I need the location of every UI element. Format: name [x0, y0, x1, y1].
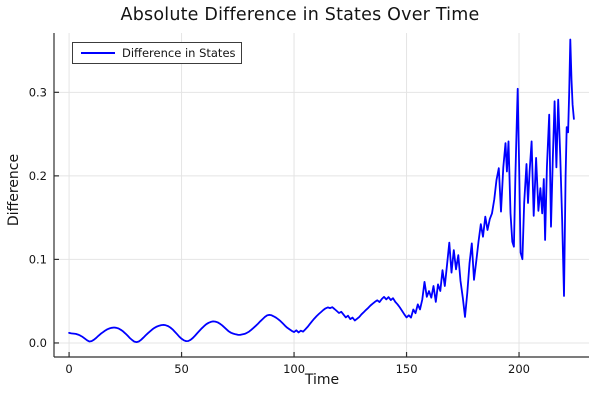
axes-spines — [53, 33, 589, 358]
chart-title: Absolute Difference in States Over Time — [120, 5, 480, 25]
gridlines — [54, 33, 589, 357]
y-tick-label: 0.0 — [29, 336, 47, 350]
y-tick-label: 0.2 — [29, 169, 47, 183]
x-tick-label: 50 — [174, 362, 189, 376]
x-tick-label: 0 — [65, 362, 72, 376]
tick-labels: 0 50 100 150 200 0.0 0.1 0.2 0.3 — [29, 85, 530, 376]
x-tick-label: 200 — [508, 362, 530, 376]
legend-label: Difference in States — [122, 46, 236, 60]
y-axis-label: Difference — [6, 153, 22, 227]
x-tick-label: 100 — [283, 362, 305, 376]
x-tick-label: 150 — [396, 362, 418, 376]
y-tick-label: 0.1 — [29, 252, 47, 266]
tick-marks — [54, 91, 520, 357]
x-axis-label: Time — [304, 372, 340, 388]
y-tick-label: 0.3 — [29, 85, 47, 99]
legend: Difference in States — [72, 42, 242, 64]
difference-line-series — [68, 38, 575, 343]
legend-line-sample — [81, 52, 115, 54]
